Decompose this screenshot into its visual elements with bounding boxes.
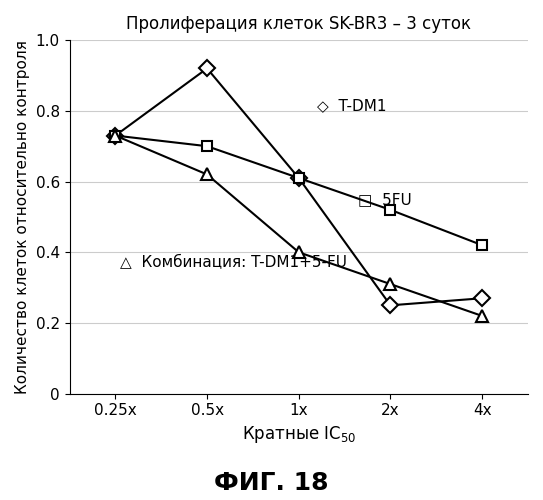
Text: ФИГ. 18: ФИГ. 18 (214, 471, 329, 495)
Text: □  5FU: □ 5FU (358, 192, 412, 206)
Y-axis label: Количество клеток относительно контроля: Количество клеток относительно контроля (15, 40, 30, 394)
X-axis label: Кратные IC$_{50}$: Кратные IC$_{50}$ (242, 424, 356, 445)
Text: ◇  T-DM1: ◇ T-DM1 (317, 98, 387, 113)
Text: △  Комбинация: T-DM1+5-FU: △ Комбинация: T-DM1+5-FU (120, 256, 347, 270)
Title: Пролиферация клеток SK-BR3 – 3 суток: Пролиферация клеток SK-BR3 – 3 суток (127, 15, 471, 33)
